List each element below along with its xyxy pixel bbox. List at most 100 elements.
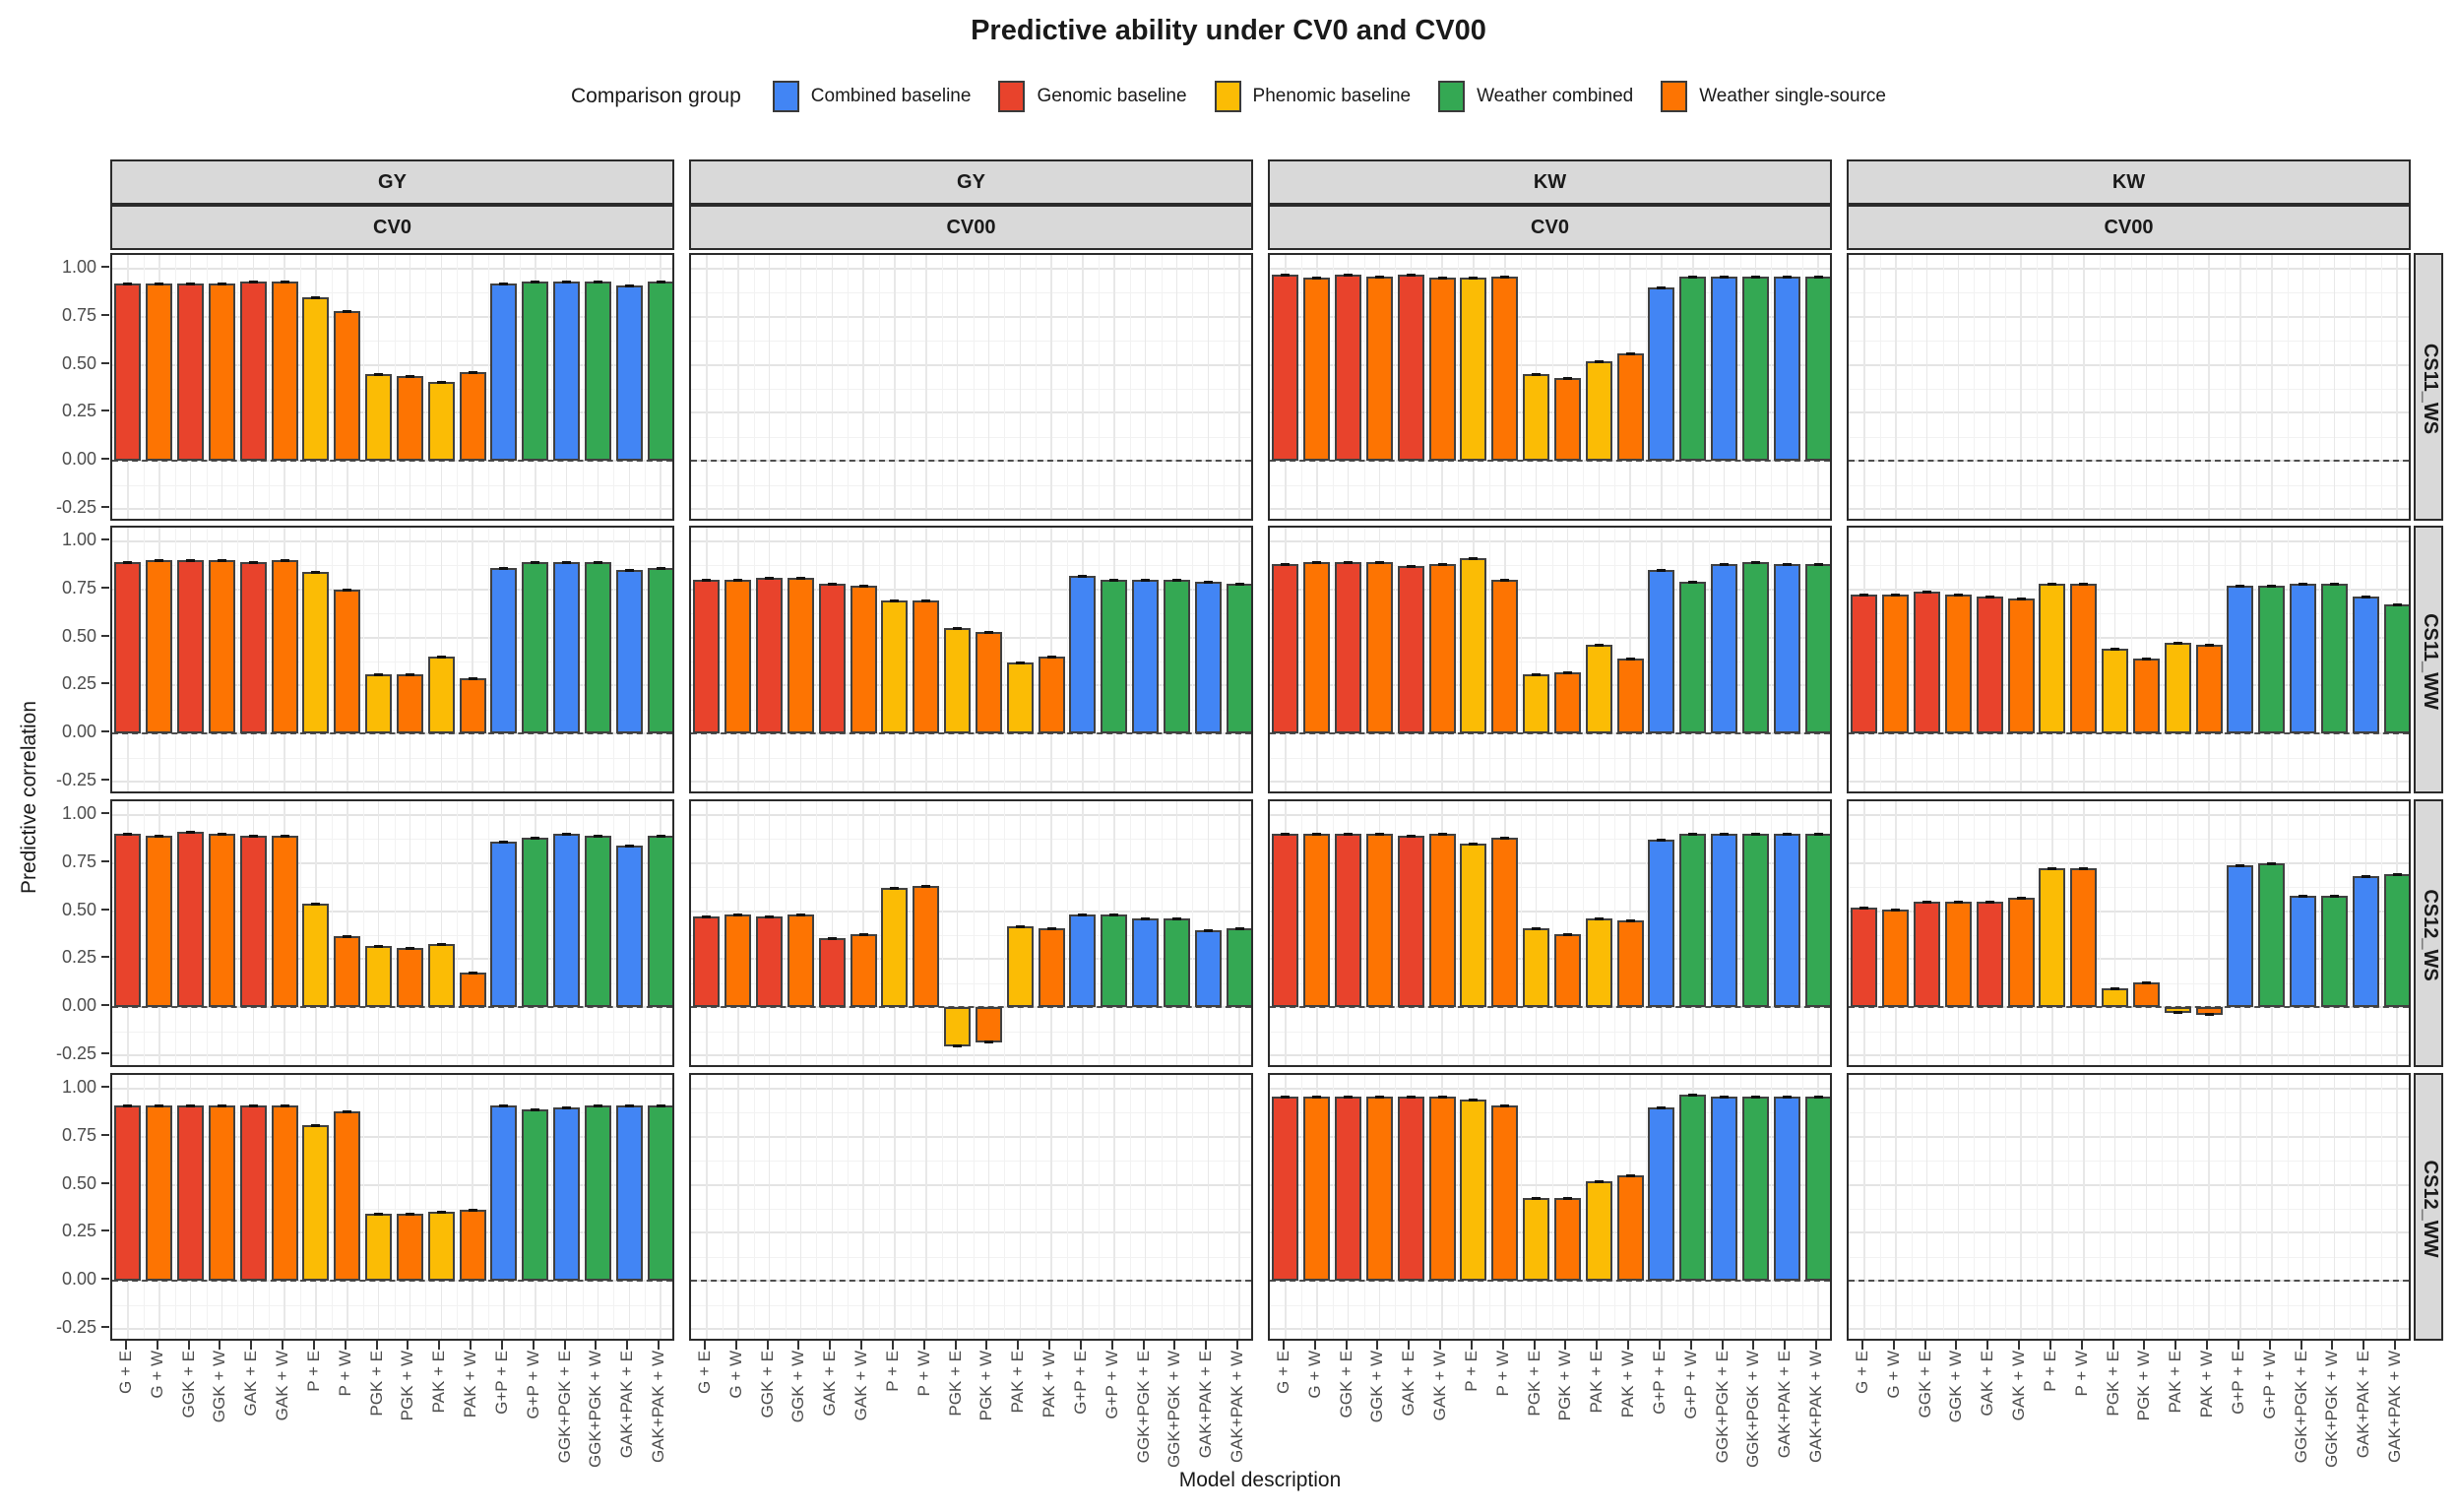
x-tick-label: GGK + E <box>1336 1351 1355 1418</box>
error-bar <box>1469 557 1479 561</box>
x-tick-label: GGK+PGK + E <box>1712 1351 1732 1464</box>
error-bar <box>155 559 164 563</box>
x-tick-mark <box>2331 1341 2334 1350</box>
gridline-v-major <box>377 1075 380 1339</box>
gridline-v-minor <box>1771 255 1773 519</box>
x-tick-mark <box>626 1341 629 1350</box>
gridline-v-minor <box>1129 255 1131 519</box>
gridline-v-minor <box>2255 1075 2257 1339</box>
gridline-v-minor <box>2005 1075 2007 1339</box>
gridline-minor <box>112 1161 672 1163</box>
bar-PGK+E <box>944 1007 972 1046</box>
gridline-v-minor <box>300 528 301 791</box>
bar-G+E <box>114 562 142 734</box>
gridline-v-minor <box>457 1075 459 1339</box>
x-tick-label: PAK + W <box>1618 1351 1638 1418</box>
gridline-v-minor <box>1646 1075 1647 1339</box>
bar-GAK+PAK+E <box>615 846 643 1008</box>
gridline-v-minor <box>2225 1075 2226 1339</box>
gridline-major <box>112 1054 672 1057</box>
bar-GGK+PGK+E <box>553 282 581 462</box>
legend-item: Phenomic baseline <box>1214 81 1411 112</box>
x-tick-mark <box>1860 1341 1863 1350</box>
bar-G+P+E <box>490 842 518 1008</box>
gridline-v-minor <box>1708 1075 1710 1339</box>
gridline-v-minor <box>362 1075 364 1339</box>
error-bar <box>405 672 414 676</box>
bar-P+W <box>1491 1105 1519 1282</box>
x-tick-mark <box>1236 1341 1239 1350</box>
error-bar <box>2173 642 2182 646</box>
error-bar <box>1437 1095 1447 1099</box>
gridline-v-minor <box>2193 255 2195 519</box>
x-tick-label: P + W <box>2071 1351 2091 1397</box>
gridline-v-minor <box>2287 528 2289 791</box>
gridline-v-major <box>2051 1075 2053 1339</box>
error-bar <box>1625 658 1635 662</box>
gridline-v-minor <box>1098 801 1100 1065</box>
error-bar <box>217 559 226 563</box>
error-bar <box>468 972 477 976</box>
gridline-v-minor <box>1098 255 1100 519</box>
gridline-v-major <box>2176 801 2178 1065</box>
bar-PAK+W <box>2195 645 2223 734</box>
error-bar <box>186 1104 196 1108</box>
gridline-v-major <box>1238 1075 1240 1339</box>
gridline-v-minor <box>1879 1075 1881 1339</box>
gridline-v-minor <box>1192 255 1194 519</box>
gridline-v-major <box>2333 255 2336 519</box>
gridline-v-major <box>409 801 411 1065</box>
gridline-v-minor <box>1098 1075 1100 1339</box>
gridline-v-major <box>1957 255 1960 519</box>
gridline-v-minor <box>300 801 301 1065</box>
gridline-v-minor <box>206 255 208 519</box>
x-tick-mark <box>1658 1341 1661 1350</box>
panel-KW-CV0-CS12_WS <box>1268 799 1832 1067</box>
error-bar <box>2236 863 2245 867</box>
x-tick-mark <box>797 1341 800 1350</box>
gridline-v-major <box>2020 1075 2022 1339</box>
gridline-minor <box>1849 341 2409 343</box>
error-bar <box>531 561 540 565</box>
x-tick-mark <box>922 1341 925 1350</box>
gridline-v-minor <box>1942 1075 1944 1339</box>
gridline-v-major <box>894 255 896 519</box>
y-tick-label: 1.00 <box>61 529 96 549</box>
gridline-v-minor <box>1363 1075 1365 1339</box>
gridline-v-minor <box>1300 801 1302 1065</box>
error-bar <box>2016 896 2026 900</box>
x-tick-mark <box>1470 1341 1473 1350</box>
gridline-minor <box>1270 436 1830 438</box>
gridline-v-minor <box>269 1075 271 1339</box>
gridline-v-major <box>472 1075 473 1339</box>
y-tick-label: 0.00 <box>61 1269 96 1290</box>
x-tick-mark <box>1564 1341 1567 1350</box>
facet-strip-environment: CS11_WW <box>2414 526 2443 793</box>
x-tick-label: G+P + W <box>1102 1351 1121 1419</box>
panel-GY-CV0-CS12_WS <box>110 799 674 1067</box>
gridline-v-minor <box>488 801 489 1065</box>
bar-GGK+PGK+E <box>1711 834 1738 1008</box>
gridline-major <box>1849 958 2409 961</box>
gridline-v-minor <box>269 528 271 791</box>
gridline-v-minor <box>645 255 647 519</box>
gridline-v-minor <box>143 801 145 1065</box>
y-tick-mark <box>101 1326 109 1329</box>
gridline-v-minor <box>425 801 427 1065</box>
gridline-v-minor <box>1004 255 1006 519</box>
facet-strip-environment: CS12_WW <box>2414 1073 2443 1341</box>
gridline-v-minor <box>941 255 943 519</box>
error-bar <box>1109 914 1119 917</box>
error-bar <box>1532 927 1542 931</box>
zero-reference-line <box>1270 1280 1830 1283</box>
gridline-major <box>1849 1328 2409 1331</box>
bar-G+E <box>1272 834 1299 1008</box>
bar-GGK+PGK+W <box>584 562 611 734</box>
panel-GY-CV00-CS11_WW <box>689 526 1253 793</box>
bar-P+W <box>2070 583 2098 734</box>
chart-title: Predictive ability under CV0 and CV00 <box>971 15 1486 46</box>
gridline-v-minor <box>2318 1075 2320 1339</box>
gridline-major <box>691 411 1251 414</box>
bar-GGK+E <box>1914 901 1941 1008</box>
gridline-v-minor <box>973 801 975 1065</box>
